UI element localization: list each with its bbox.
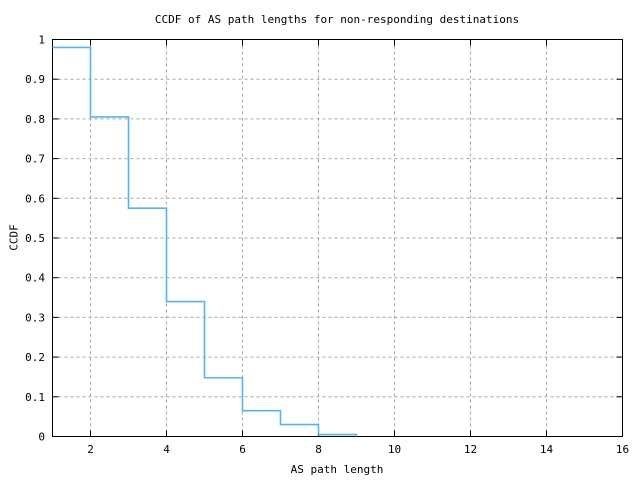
x-axis-label: AS path length bbox=[290, 463, 384, 476]
x-tick-label: 2 bbox=[87, 443, 94, 456]
y-tick-label: 0.4 bbox=[25, 272, 45, 285]
y-tick-label: 0.5 bbox=[25, 232, 45, 245]
y-tick-label: 0.2 bbox=[25, 351, 45, 364]
y-tick-label: 0.9 bbox=[25, 73, 45, 86]
y-tick-label: 0.6 bbox=[25, 192, 45, 205]
x-tick-label: 12 bbox=[464, 443, 477, 456]
x-tick-label: 10 bbox=[388, 443, 401, 456]
y-tick-label: 0.1 bbox=[25, 391, 45, 404]
x-tick-label: 8 bbox=[315, 443, 322, 456]
x-tick-label: 6 bbox=[239, 443, 246, 456]
y-tick-label: 0.8 bbox=[25, 113, 45, 126]
x-tick-label: 16 bbox=[616, 443, 629, 456]
x-tick-label: 14 bbox=[540, 443, 554, 456]
chart-title: CCDF of AS path lengths for non-respondi… bbox=[154, 13, 520, 26]
ccdf-step-line bbox=[52, 46, 358, 437]
y-tick-label: 0.3 bbox=[25, 311, 45, 324]
x-tick-label: 4 bbox=[163, 443, 170, 456]
y-tick-label: 1 bbox=[38, 34, 45, 47]
plot-frame bbox=[52, 39, 623, 437]
y-tick-label: 0 bbox=[38, 431, 45, 444]
y-tick-label: 0.7 bbox=[25, 153, 45, 166]
